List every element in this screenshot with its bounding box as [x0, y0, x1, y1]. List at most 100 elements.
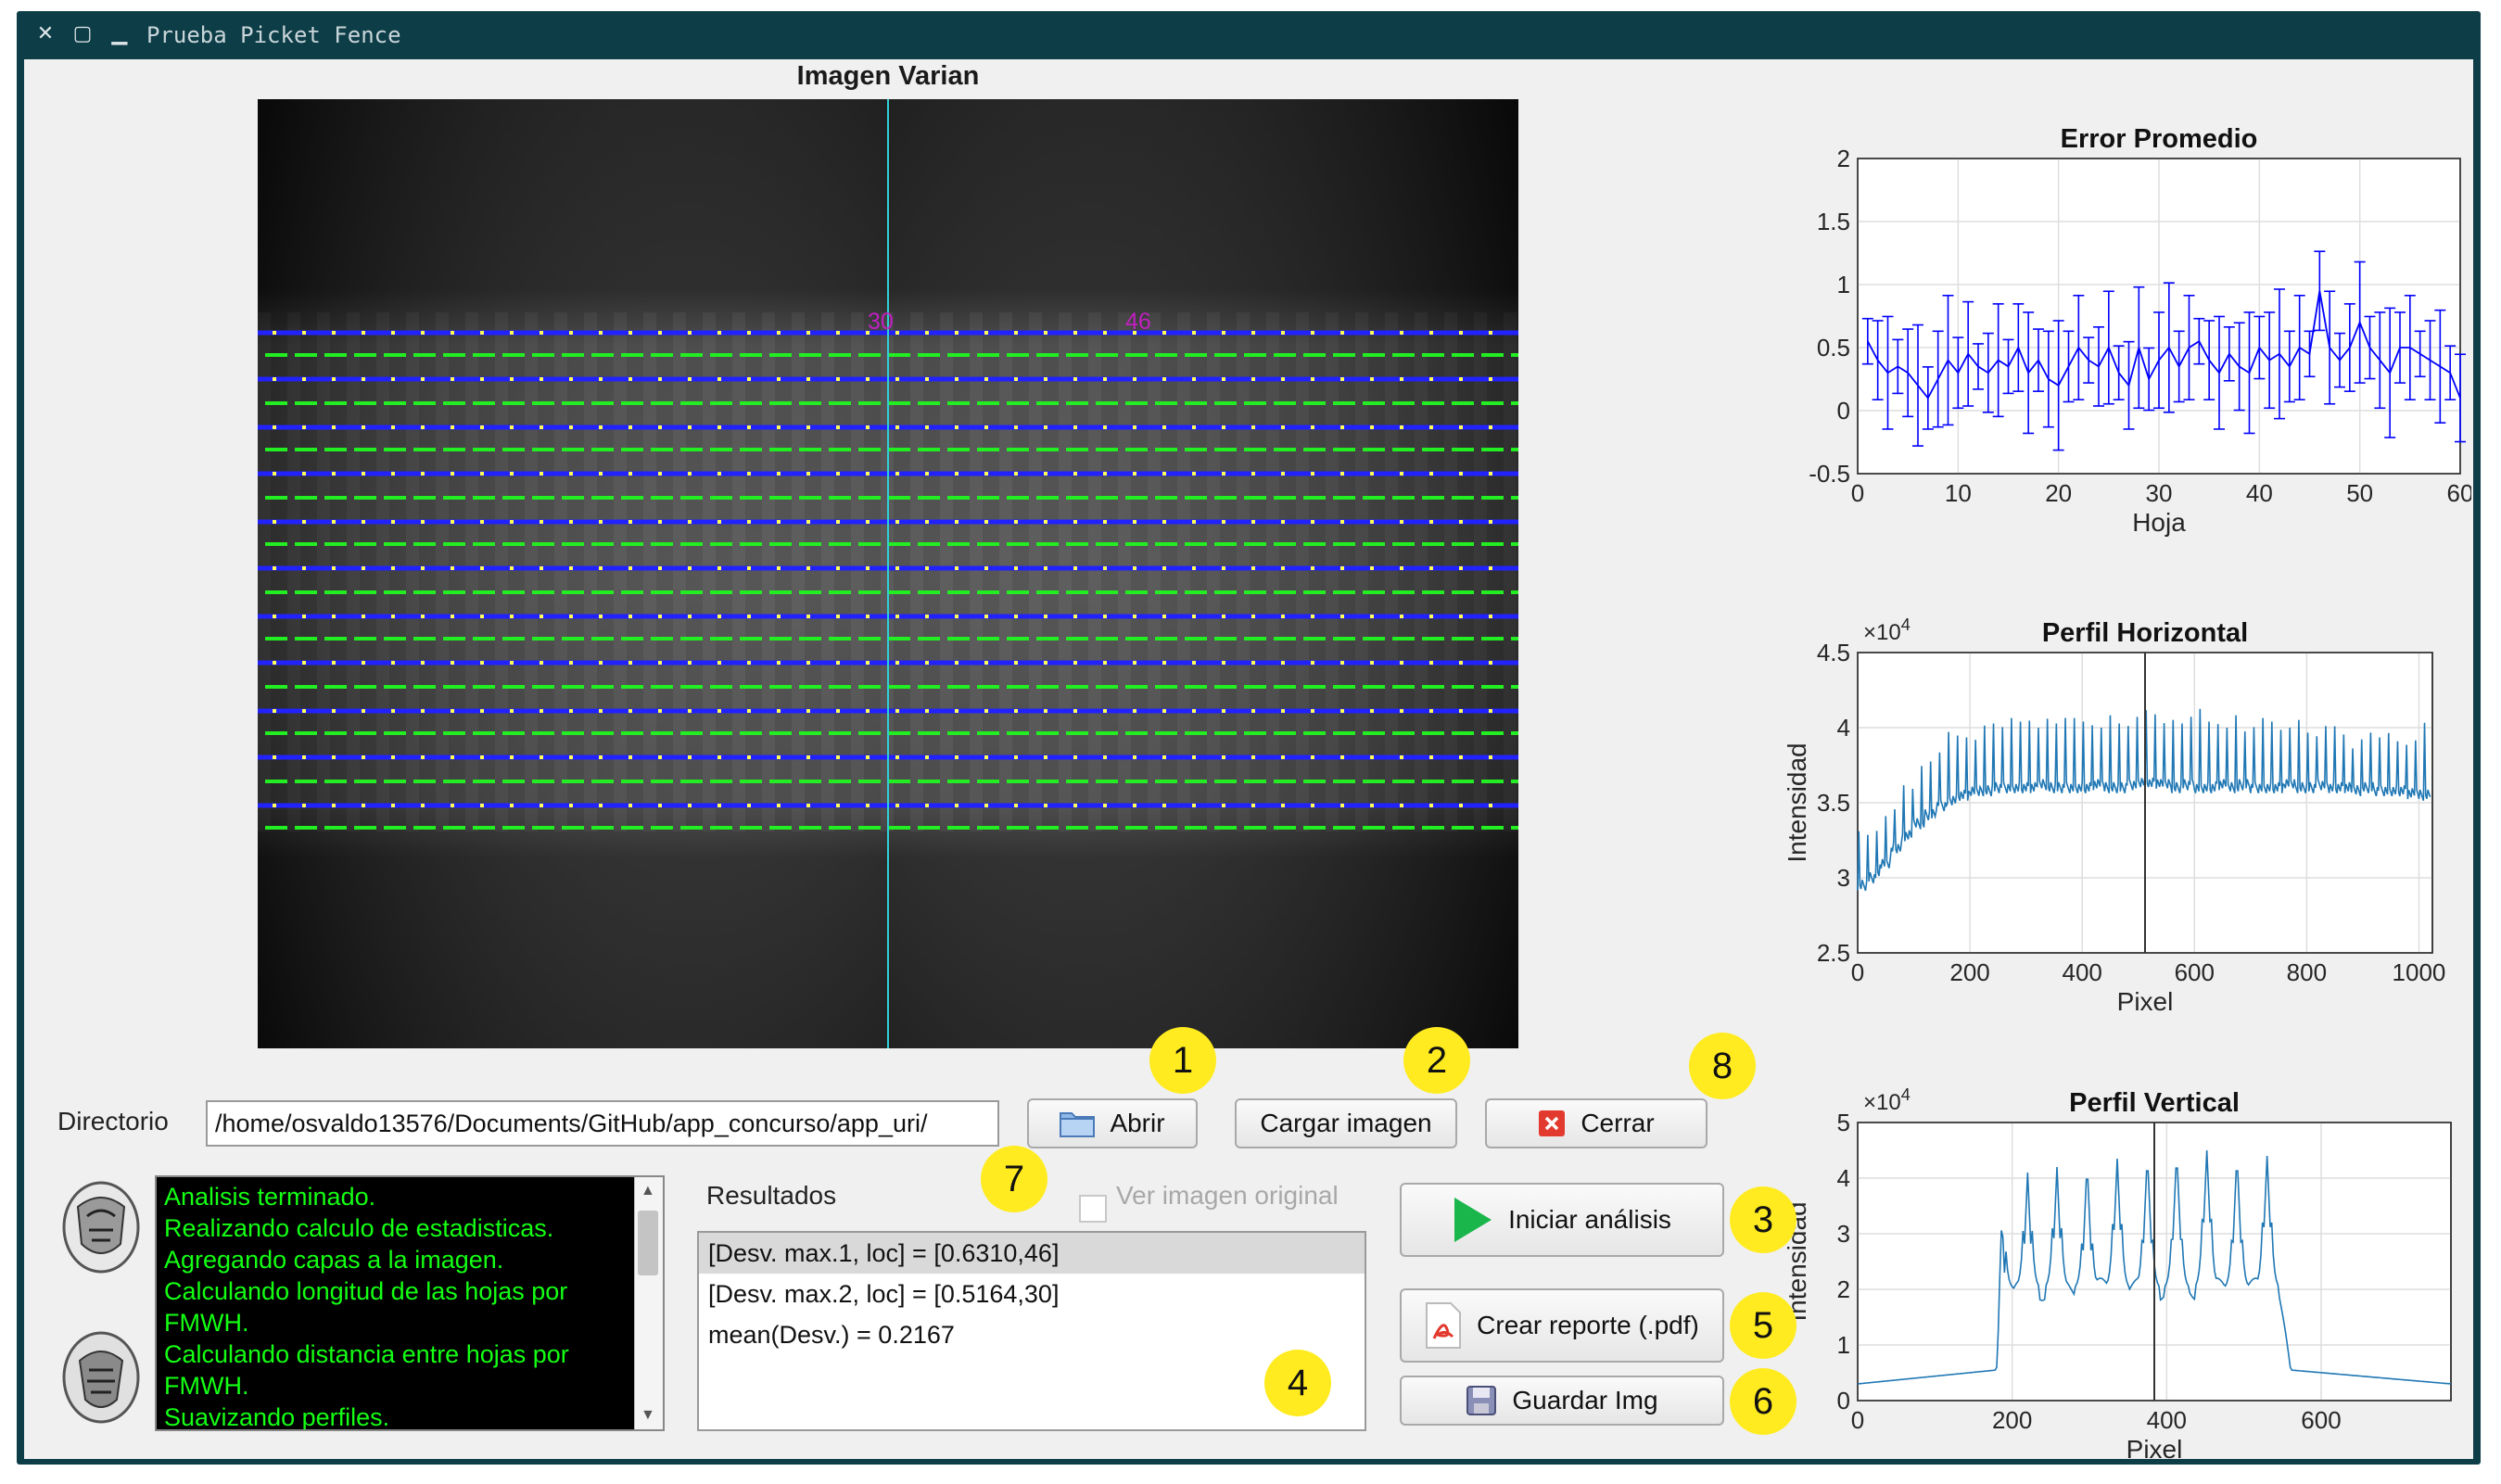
x-tick-label: 200: [1949, 958, 1989, 986]
log-line: Calculando longitud de las hojas por FMW…: [164, 1277, 568, 1337]
horizontal-profile-line: [1857, 708, 2431, 892]
chart-title: Perfil Horizontal: [2042, 618, 2248, 648]
log-scroll-thumb[interactable]: [638, 1211, 658, 1275]
load-image-button-label: Cargar imagen: [1260, 1109, 1432, 1137]
save-icon: [1466, 1385, 1497, 1416]
marker-label-30: 30: [868, 309, 894, 335]
folder-icon: [1060, 1110, 1096, 1137]
x-tick-label: 0: [1851, 958, 1864, 986]
directory-label: Directorio: [57, 1107, 169, 1135]
x-tick-label: 0: [1851, 479, 1864, 507]
y-tick-label: 1.5: [1817, 208, 1850, 235]
results-label: Resultados: [706, 1181, 837, 1210]
close-window-icon[interactable]: ✕: [36, 22, 55, 45]
y-tick-label: 1: [1837, 271, 1850, 298]
create-report-button[interactable]: Crear reporte (.pdf): [1400, 1288, 1724, 1363]
save-image-button[interactable]: Guardar Img: [1400, 1376, 1724, 1426]
x-tick-label: 40: [2246, 479, 2273, 507]
view-original-label: Ver imagen original: [1116, 1181, 1339, 1210]
log-line: Analisis terminado.: [164, 1183, 376, 1211]
y-tick-label: 0: [1837, 397, 1850, 425]
y-tick-label: 4.5: [1817, 639, 1850, 666]
x-tick-label: 60: [2447, 479, 2471, 507]
close-button-label: Cerrar: [1581, 1109, 1655, 1137]
y-tick-label: -0.5: [1809, 460, 1850, 488]
y-tick-label: 4: [1837, 1164, 1850, 1192]
play-icon: [1453, 1196, 1493, 1244]
y-tick-label: 2: [1837, 145, 1850, 172]
marker-label-46: 46: [1125, 309, 1151, 335]
load-image-button[interactable]: Cargar imagen: [1235, 1098, 1457, 1148]
y-tick-label: 0: [1837, 1387, 1850, 1414]
log-line: Suavizando perfiles.: [164, 1403, 390, 1431]
create-report-button-label: Crear reporte (.pdf): [1477, 1311, 1699, 1339]
chart-title: Error Promedio: [2061, 124, 2258, 154]
y-tick-label: 0.5: [1817, 334, 1850, 361]
horizontal-profile-chart[interactable]: 0 200 400 600 800 1000 2.5 3 3.5 4 4.5 Perfil Horiz…: [1767, 560, 2471, 1023]
x-tick-label: 200: [1992, 1406, 2032, 1434]
result-item[interactable]: [Desv. max.2, loc] = [0.5164,30]: [708, 1280, 1060, 1308]
client-area: Imagen Varian: [24, 59, 2473, 1459]
y-exponent-label: ×104: [1863, 1085, 1911, 1115]
y-exponent-power: 4: [1901, 1085, 1911, 1104]
maximize-window-icon[interactable]: ▢: [72, 22, 93, 45]
badge-3: 3: [1730, 1186, 1796, 1253]
start-analysis-button-label: Iniciar análisis: [1508, 1205, 1671, 1234]
x-axis-label: Hoja: [2132, 508, 2186, 537]
badge-8: 8: [1689, 1033, 1756, 1099]
x-tick-label: 600: [2175, 958, 2215, 986]
error-series-line: [1867, 290, 2461, 400]
y-exponent-power: 4: [1901, 615, 1911, 634]
open-button-label: Abrir: [1110, 1109, 1165, 1137]
chart-title: Perfil Vertical: [2069, 1088, 2240, 1118]
y-tick-label: 1: [1837, 1331, 1850, 1359]
scroll-up-icon[interactable]: ▲: [641, 1183, 655, 1199]
y-exponent-label: ×104: [1863, 615, 1911, 645]
y-axis-label: Intensidad: [1783, 742, 1811, 862]
directory-path-field[interactable]: /home/osvaldo13576/Documents/GitHub/app_…: [206, 1100, 999, 1147]
x-tick-label: 50: [2346, 479, 2373, 507]
view-original-checkbox[interactable]: [1079, 1195, 1107, 1223]
results-list[interactable]: [Desv. max.1, loc] = [0.6310,46] [Desv. …: [697, 1231, 1366, 1431]
x-tick-label: 0: [1851, 1406, 1864, 1434]
log-line: Calculando distancia entre hojas por FMW…: [164, 1340, 569, 1400]
x-tick-label: 400: [2147, 1406, 2187, 1434]
log-scrollbar[interactable]: ▲ ▼: [634, 1177, 663, 1429]
log-line: Realizando calculo de estadisticas.: [164, 1214, 554, 1242]
result-item[interactable]: [Desv. max.1, loc] = [0.6310,46]: [699, 1233, 1365, 1274]
y-tick-label: 5: [1837, 1109, 1850, 1136]
faculty-logo-icon: [62, 1331, 140, 1424]
scroll-down-icon[interactable]: ▼: [641, 1407, 655, 1423]
badge-6: 6: [1730, 1368, 1796, 1435]
x-axis-label: Pixel: [2126, 1435, 2183, 1459]
start-analysis-button[interactable]: Iniciar análisis: [1400, 1183, 1724, 1257]
app-window: ✕ ▢ ▁ Prueba Picket Fence Imagen Varian: [17, 11, 2481, 1465]
title-bar: ✕ ▢ ▁ Prueba Picket Fence: [17, 11, 2481, 59]
badge-1: 1: [1149, 1027, 1216, 1094]
x-tick-label: 1000: [2393, 958, 2446, 986]
save-image-button-label: Guardar Img: [1512, 1386, 1658, 1414]
y-tick-label: 2.5: [1817, 939, 1850, 967]
x-tick-label: 10: [1945, 479, 1972, 507]
window-title: Prueba Picket Fence: [146, 22, 401, 48]
log-line: Agregando capas a la imagen.: [164, 1246, 504, 1274]
x-tick-label: 800: [2287, 958, 2327, 986]
result-item[interactable]: mean(Desv.) = 0.2167: [708, 1321, 955, 1349]
y-tick-label: 4: [1837, 714, 1850, 742]
y-tick-label: 3.5: [1817, 789, 1850, 817]
log-console[interactable]: Analisis terminado. Realizando calculo de…: [155, 1175, 665, 1431]
badge-5: 5: [1730, 1292, 1796, 1359]
varian-image-title: Imagen Varian: [796, 61, 980, 91]
y-tick-label: 3: [1837, 864, 1850, 892]
open-button[interactable]: Abrir: [1027, 1098, 1198, 1148]
varian-image[interactable]: 30 46: [258, 99, 1518, 1048]
log-text: Analisis terminado. Realizando calculo de…: [164, 1181, 632, 1431]
x-tick-label: 400: [2062, 958, 2101, 986]
x-tick-label: 30: [2146, 479, 2173, 507]
minimize-window-icon[interactable]: ▁: [111, 22, 128, 45]
x-tick-label: 600: [2301, 1406, 2341, 1434]
close-button[interactable]: Cerrar: [1485, 1098, 1708, 1148]
close-icon: [1538, 1110, 1566, 1137]
